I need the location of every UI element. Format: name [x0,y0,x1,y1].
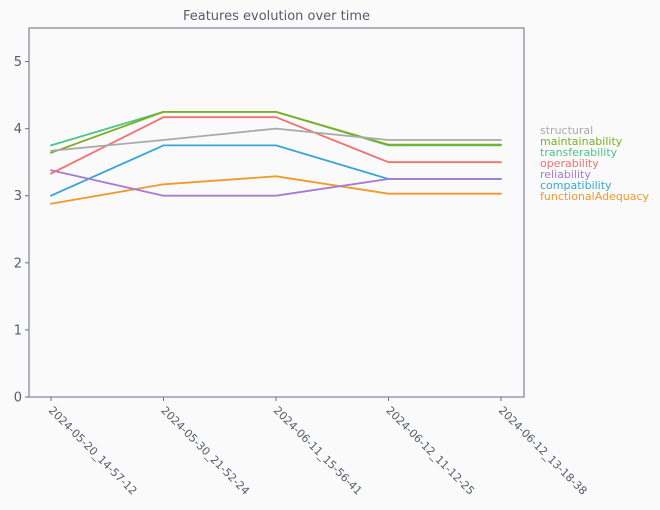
y-tick-label: 0 [14,391,22,406]
y-tick-label: 2 [14,256,22,271]
legend-entry-compatibility: compatibility [540,179,612,192]
series-lines [50,111,502,205]
chart-title: Features evolution over time [183,9,370,24]
x-tick-label: 2024-06-12_11-12-25 [383,404,477,498]
y-tick-label: 5 [14,55,22,70]
x-axis: 2024-05-20_14-57-12 2024-05-30_21-52-24 20… [46,397,590,498]
series-line-structural [50,127,502,152]
legend-entry-reliability: reliability [540,168,591,181]
legend: structuralmaintainabilitytransferability… [540,124,650,203]
x-tick-label: 2024-05-30_21-52-24 [158,404,252,498]
x-tick-label: 2024-06-12_13-18-38 [496,404,590,498]
y-tick-label: 4 [14,122,22,137]
series-line-reliability [50,169,502,197]
legend-entry-structural: structural [540,124,593,137]
y-tick-label: 1 [14,323,22,338]
series-line-operability [50,116,502,175]
series-line-compatibility [50,144,502,197]
legend-entry-operability: operability [540,157,599,170]
plot-frame [28,27,525,398]
legend-entry-functionalAdequacy: functionalAdequacy [540,190,650,203]
legend-entry-maintainability: maintainability [540,135,623,148]
x-tick-label: 2024-05-20_14-57-12 [46,404,140,498]
y-tick-label: 3 [14,189,22,204]
series-line-maintainability [50,111,502,154]
x-tick-label: 2024-06-11_15-56-41 [271,404,365,498]
y-axis: 0 1 2 3 4 5 [14,55,29,406]
series-line-functionalAdequacy [50,175,502,205]
legend-entry-transferability: transferability [540,146,618,159]
